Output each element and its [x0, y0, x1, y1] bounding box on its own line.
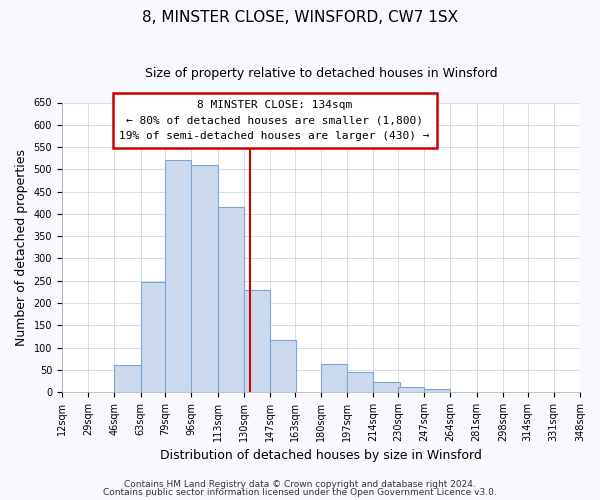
Bar — [165, 160, 191, 392]
Text: 8 MINSTER CLOSE: 134sqm
← 80% of detached houses are smaller (1,800)
19% of semi: 8 MINSTER CLOSE: 134sqm ← 80% of detache… — [119, 100, 430, 141]
Bar — [218, 207, 244, 392]
Bar — [373, 382, 400, 392]
Bar — [244, 290, 270, 392]
Bar — [424, 388, 451, 392]
Bar — [191, 165, 218, 392]
X-axis label: Distribution of detached houses by size in Winsford: Distribution of detached houses by size … — [160, 450, 482, 462]
Text: Contains HM Land Registry data © Crown copyright and database right 2024.: Contains HM Land Registry data © Crown c… — [124, 480, 476, 489]
Bar — [398, 386, 424, 392]
Bar — [321, 364, 347, 392]
Bar — [347, 372, 373, 392]
Text: Contains public sector information licensed under the Open Government Licence v3: Contains public sector information licen… — [103, 488, 497, 497]
Y-axis label: Number of detached properties: Number of detached properties — [15, 149, 28, 346]
Bar — [115, 366, 140, 392]
Bar — [140, 282, 167, 392]
Title: Size of property relative to detached houses in Winsford: Size of property relative to detached ho… — [145, 68, 497, 80]
Text: 8, MINSTER CLOSE, WINSFORD, CW7 1SX: 8, MINSTER CLOSE, WINSFORD, CW7 1SX — [142, 10, 458, 25]
Bar — [270, 340, 296, 392]
